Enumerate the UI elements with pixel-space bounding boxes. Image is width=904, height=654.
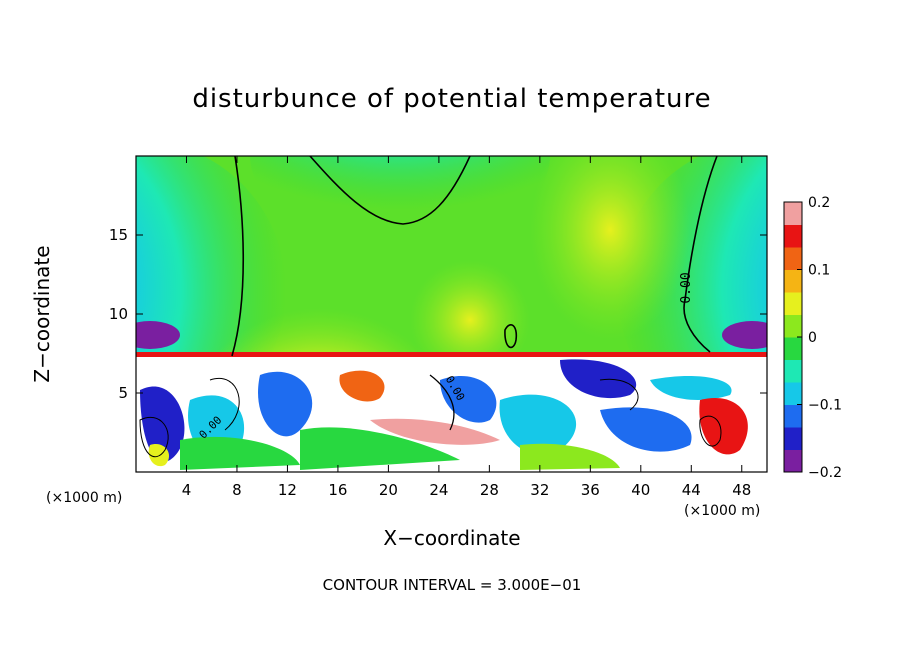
min-core-left: [136, 321, 180, 349]
colorbar-tick-label: −0.1: [808, 398, 842, 414]
warm-anomaly-mid: [410, 260, 530, 380]
colorbar-swatch: [784, 337, 802, 360]
y-tick-label: 15: [109, 226, 128, 244]
colorbar-swatch: [784, 427, 802, 450]
colorbar: −0.2 −0.1 0 0.1 0.2: [783, 195, 842, 481]
colorbar-swatch: [784, 202, 802, 225]
colorbar-tick-label: 0.1: [808, 263, 830, 279]
x-tick-label: 4: [182, 481, 192, 499]
x-tick-label: 28: [480, 481, 499, 499]
colorbar-swatch: [784, 269, 802, 293]
x-axis-ticks: 4 8 12 16 20 24 28 32 36 40 44 48: [182, 156, 751, 499]
x-unit-label-left: (×1000 m): [46, 490, 123, 506]
x-tick-label: 40: [631, 481, 650, 499]
y-tick-label: 5: [118, 384, 128, 402]
x-tick-label: 20: [379, 481, 398, 499]
x-unit-label-right: (×1000 m): [684, 503, 761, 519]
x-tick-label: 44: [682, 481, 701, 499]
x-tick-label: 16: [328, 481, 347, 499]
colorbar-swatch: [784, 247, 802, 270]
x-tick-label: 36: [581, 481, 600, 499]
colorbar-swatch: [784, 449, 802, 473]
x-tick-label: 24: [429, 481, 448, 499]
contour-interval-note: CONTOUR INTERVAL = 3.000E−01: [322, 576, 582, 594]
x-axis-title: X−coordinate: [383, 526, 521, 550]
cold-anomaly-top: [250, 156, 550, 246]
contour-label-0: 0.00: [679, 272, 694, 303]
x-tick-label: 8: [232, 481, 242, 499]
colorbar-tick-label: 0.2: [808, 195, 830, 211]
x-tick-label: 48: [732, 481, 751, 499]
y-axis-ticks: 5 10 15: [109, 226, 767, 402]
min-core-right: [722, 321, 767, 349]
chart-title: disturbunce of potential temperature: [192, 84, 712, 114]
y-tick-label: 10: [109, 305, 128, 323]
heatmap-field: [136, 156, 767, 472]
colorbar-swatch: [784, 359, 802, 383]
x-tick-label: 12: [278, 481, 297, 499]
colorbar-swatch: [784, 404, 802, 428]
colorbar-swatch: [784, 382, 802, 405]
warm-anomaly-right: [530, 156, 690, 340]
colorbar-tick-label: −0.2: [808, 465, 842, 481]
x-tick-label: 32: [530, 481, 549, 499]
colorbar-tick-label: 0: [808, 330, 817, 346]
colorbar-swatch: [784, 224, 802, 248]
inversion-band: [136, 352, 767, 357]
colorbar-swatch: [784, 314, 802, 338]
colorbar-swatch: [784, 292, 802, 315]
